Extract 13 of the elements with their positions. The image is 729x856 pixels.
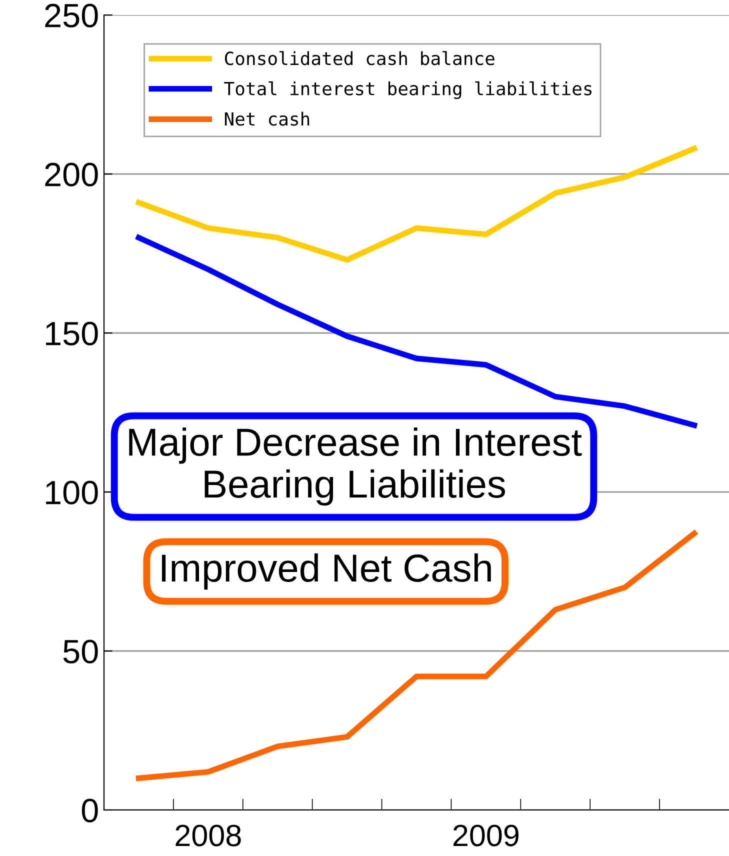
x-tick-label: 2008	[176, 824, 241, 846]
annotation: Improved Net Cash	[162, 553, 491, 590]
y-tick-label: 200	[45, 162, 98, 186]
y-tick-label: 150	[46, 322, 98, 346]
x-tick-label: 2009	[454, 824, 518, 846]
y-tick-label: 0	[82, 798, 98, 822]
y-tick-label: 50	[63, 640, 98, 664]
y-tick-label: 250	[45, 4, 98, 28]
legend-label: Consolidated cash balance	[224, 51, 494, 66]
annotation: Major Decrease in Interest Bearing Liabilities	[129, 427, 582, 506]
legend-label: Total interest bearing liabilities	[224, 81, 592, 100]
legend-label: Net cash	[224, 112, 310, 126]
y-tick-label: 100	[46, 480, 98, 504]
